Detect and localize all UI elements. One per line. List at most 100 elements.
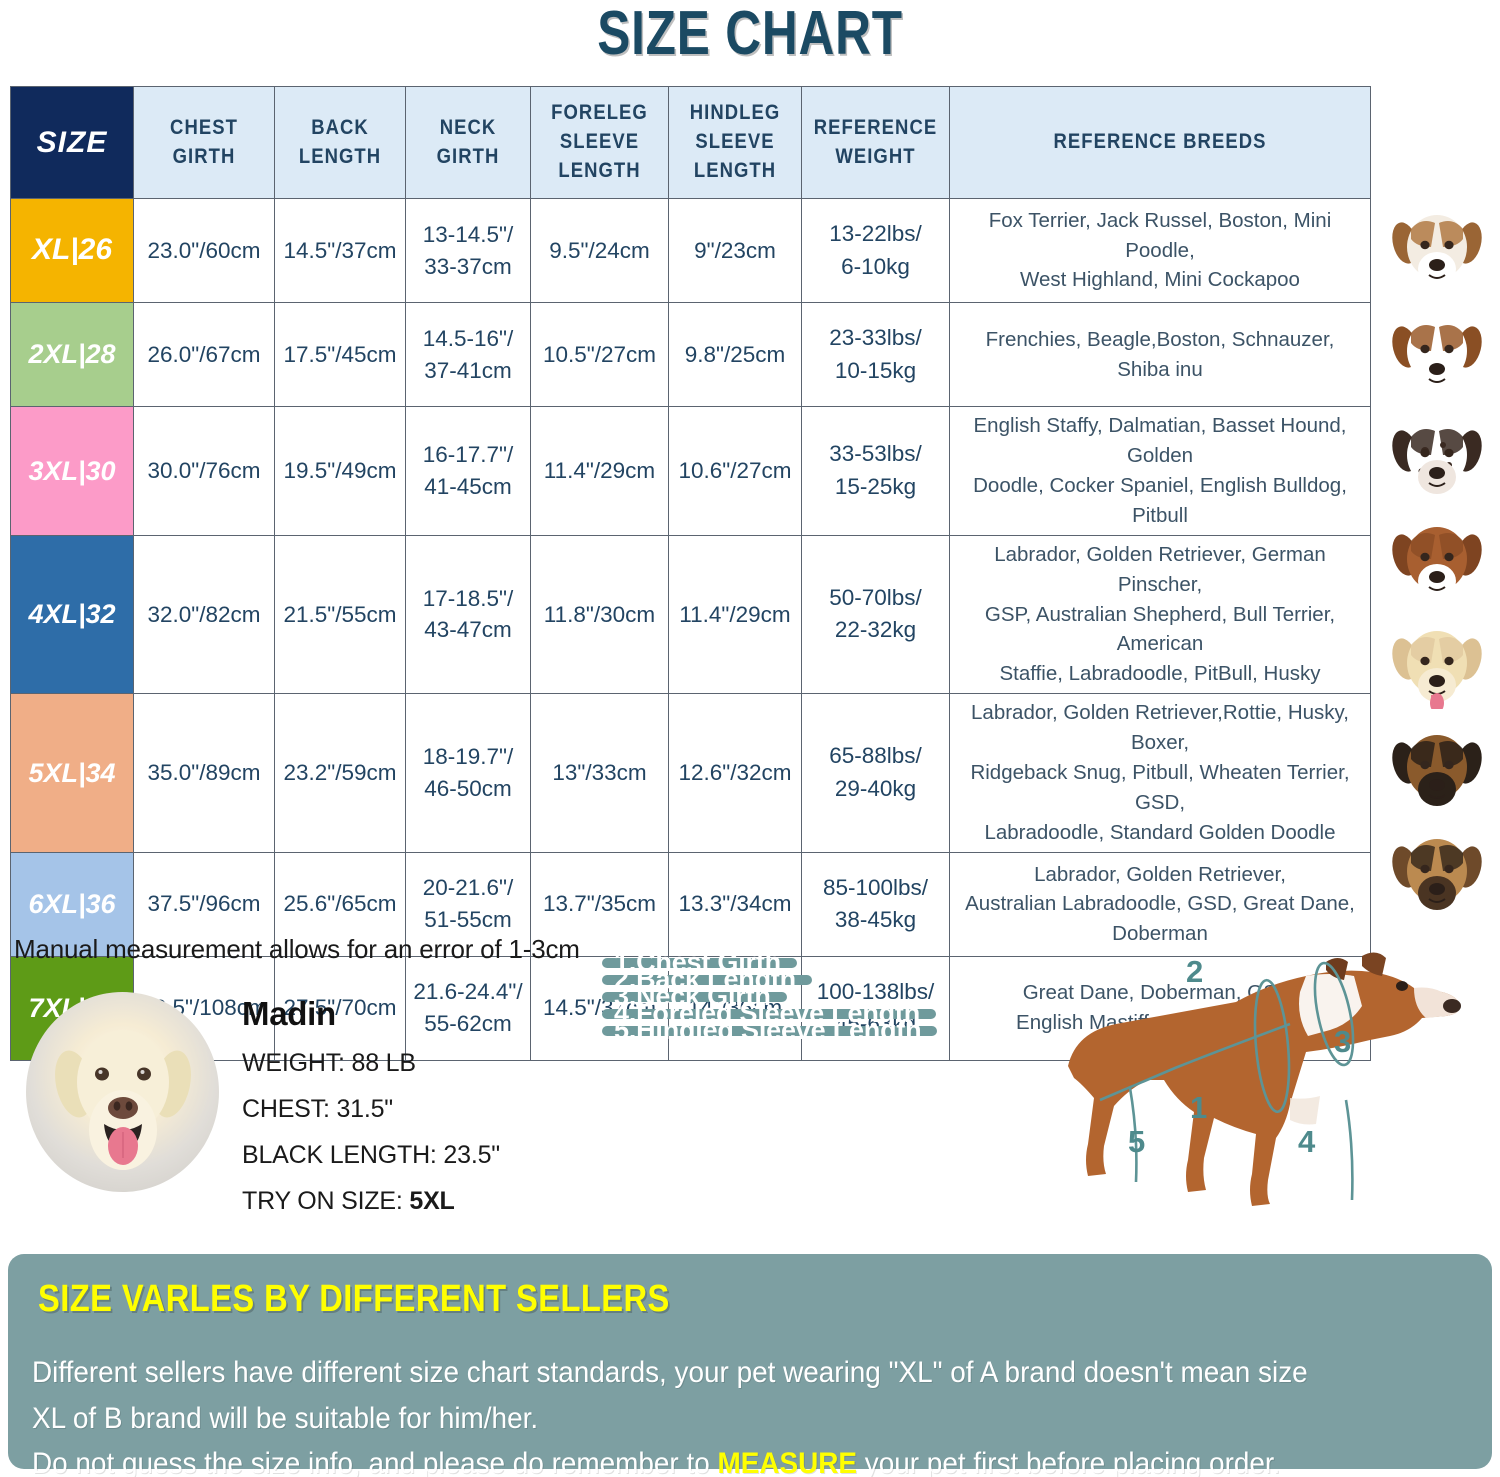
try-on-label: TRY ON SIZE: <box>242 1187 403 1215</box>
reference-weight-cell: 23-33lbs/10-15kg <box>801 302 950 407</box>
neck-girth-cell: 17-18.5"/43-47cm <box>405 534 531 695</box>
size-label-cell: 2XL|28 <box>10 302 134 407</box>
breed-photo-dalmatian <box>1381 406 1493 510</box>
header-hindleg-line1: HINDLEG <box>689 101 781 125</box>
header-weight-line2: WEIGHT <box>835 144 916 168</box>
table-row: XL|26 23.0"/60cm 14.5"/37cm 13-14.5"/33-37c… <box>10 198 1371 303</box>
header-hindleg-line3: LENGTH <box>693 158 777 182</box>
dog-face-icon <box>1392 527 1482 598</box>
breed-photo-column <box>1381 86 1493 926</box>
pet-name: Madin <box>242 995 336 1032</box>
chest-girth-cell: 23.0"/60cm <box>133 198 275 303</box>
reference-weight-cell: 65-88lbs/29-40kg <box>801 693 950 853</box>
reference-weight-cell: 33-53lbs/15-25kg <box>801 406 950 536</box>
reference-weight-cell: 13-22lbs/6-10kg <box>801 198 950 303</box>
labrador-head-illustration <box>54 1030 191 1170</box>
foreleg-sleeve-length-cell: 10.5"/27cm <box>530 302 669 407</box>
neck-girth-cell: 20-21.6"/51-55cm <box>405 851 531 957</box>
header-foreleg-line1: FORELEG <box>551 101 648 125</box>
foreleg-sleeve-length-cell: 11.8"/30cm <box>530 534 669 695</box>
back-length-cell: 23.2"/59cm <box>274 693 406 853</box>
header-back-length: BACK LENGTH <box>274 86 406 199</box>
try-on-value: 5XL <box>409 1187 455 1215</box>
header-hindleg-line2: SLEEVE <box>695 130 775 154</box>
measurement-legend: 1.Chest Girth 2.Back Length 3.Neck Girth 4.… <box>602 949 938 1044</box>
chest-girth-cell: 35.0"/89cm <box>133 693 275 853</box>
back-length-cell: 17.5"/45cm <box>274 302 406 407</box>
header-reference-weight: REFERENCE WEIGHT <box>801 86 950 199</box>
diagram-number-1: 1 <box>1190 1090 1208 1125</box>
warning-body: Different sellers have different size ch… <box>32 1350 1381 1477</box>
warning-title: SIZE VARLES BY DIFFERENT SELLERS <box>38 1278 670 1320</box>
neck-girth-cell: 18-19.7"/46-50cm <box>405 693 531 853</box>
breed-photo-german-shepherd <box>1381 718 1493 822</box>
header-foreleg-line3: LENGTH <box>558 158 641 182</box>
hindleg-sleeve-length-cell: 10.6"/27cm <box>668 406 802 536</box>
reference-weight-cell: 50-70lbs/22-32kg <box>801 534 950 695</box>
hindleg-sleeve-length-cell: 13.3"/34cm <box>668 851 802 957</box>
header-breeds-label: REFERENCE BREEDS <box>1053 130 1267 154</box>
back-length-cell: 19.5"/49cm <box>274 406 406 536</box>
header-size: SIZE <box>10 86 134 199</box>
breed-photo-pitbull <box>1381 510 1493 614</box>
pet-profile-details: Madin WEIGHT: 88 LB CHEST: 31.5" BLACK L… <box>242 995 500 1233</box>
header-chest-girth: CHEST GIRTH <box>133 86 275 199</box>
header-hindleg-sleeve-length: HINDLEG SLEEVE LENGTH <box>668 86 802 199</box>
reference-breeds-cell: Fox Terrier, Jack Russel, Boston, Mini P… <box>949 198 1371 303</box>
table-row: 4XL|32 32.0"/82cm 21.5"/55cm 17-18.5"/43-47… <box>10 534 1371 695</box>
neck-girth-cell: 13-14.5"/33-37cm <box>405 198 531 303</box>
dog-side-illustration <box>1068 952 1461 1206</box>
reference-breeds-cell: English Staffy, Dalmatian, Basset Hound,… <box>949 406 1371 536</box>
table-row: 5XL|34 35.0"/89cm 23.2"/59cm 18-19.7"/46-50… <box>10 693 1371 853</box>
foreleg-sleeve-length-cell: 14.5"/37cm <box>530 955 669 1061</box>
pet-back-length: BLACK LENGTH: 23.5" <box>242 1141 500 1169</box>
back-length-cell: 21.5"/55cm <box>274 534 406 695</box>
breed-photo-mastiff <box>1381 822 1493 926</box>
back-length-cell: 14.5"/37cm <box>274 198 406 303</box>
warning-line-2: XL of B brand will be suitable for him/h… <box>32 1401 539 1435</box>
dog-face-icon <box>1392 319 1482 390</box>
reference-breeds-cell: Labrador, Golden Retriever, German Pinsc… <box>949 534 1371 695</box>
pet-chest: CHEST: 31.5" <box>242 1095 393 1123</box>
dog-measurement-diagram: 2 3 1 4 5 <box>990 928 1495 1240</box>
pet-weight: WEIGHT: 88 LB <box>242 1049 416 1077</box>
table-body: XL|26 23.0"/60cm 14.5"/37cm 13-14.5"/33-37c… <box>10 198 1371 1061</box>
size-label-cell: XL|26 <box>10 198 134 303</box>
hindleg-sleeve-length-cell: 9.8"/25cm <box>668 302 802 407</box>
hindleg-sleeve-length-cell: 9"/23cm <box>668 198 802 303</box>
foreleg-sleeve-length-cell: 13"/33cm <box>530 693 669 853</box>
header-foreleg-line2: SLEEVE <box>559 130 640 154</box>
warning-line-1: Different sellers have different size ch… <box>32 1356 1308 1389</box>
chest-girth-cell: 26.0"/67cm <box>133 302 275 407</box>
header-neck-line2: GIRTH <box>436 144 500 168</box>
breed-photo-golden-retriever <box>1381 614 1493 718</box>
pet-try-on-size: TRY ON SIZE: 5XL <box>242 1187 500 1216</box>
diagram-number-5: 5 <box>1128 1124 1146 1159</box>
page-title: SIZE CHART <box>597 0 903 68</box>
legend-pill-5: 5.Hindleg Sleeve Length <box>602 1017 938 1044</box>
chest-girth-cell: 30.0"/76cm <box>133 406 275 536</box>
seller-size-warning-box: SIZE VARLES BY DIFFERENT SELLERS Differe… <box>8 1254 1492 1477</box>
header-foreleg-sleeve-length: FORELEG SLEEVE LENGTH <box>530 86 669 199</box>
hindleg-sleeve-length-cell: 12.6"/32cm <box>668 693 802 853</box>
measurement-error-note: Manual measurement allows for an error o… <box>14 934 580 964</box>
warning-measure-highlight: MEASURE <box>717 1447 858 1477</box>
foreleg-sleeve-length-cell: 13.7"/35cm <box>530 851 669 957</box>
table-row: 6XL|36 37.5"/96cm 25.6"/65cm 20-21.6"/51-55… <box>10 851 1371 957</box>
dog-face-icon <box>1392 735 1482 806</box>
diagram-number-4: 4 <box>1298 1124 1316 1159</box>
dog-face-icon <box>1392 839 1482 910</box>
neck-girth-cell: 16-17.7"/41-45cm <box>405 406 531 536</box>
warning-line-3-a: Do not guess the size info, and please d… <box>32 1447 718 1477</box>
size-label-cell: 6XL|36 <box>10 851 134 957</box>
header-reference-breeds: REFERENCE BREEDS <box>949 86 1371 199</box>
reference-breeds-cell: Labrador, Golden Retriever, Australian La… <box>949 851 1371 957</box>
dog-face-icon <box>1392 423 1482 494</box>
header-back-line1: BACK <box>311 115 369 139</box>
reference-breeds-cell: Labrador, Golden Retriever,Rottie, Husky… <box>949 693 1371 853</box>
dog-face-icon <box>1392 215 1482 286</box>
breed-photo-beagle <box>1381 302 1493 406</box>
header-back-line2: LENGTH <box>298 144 382 168</box>
diagram-number-2: 2 <box>1186 954 1204 989</box>
